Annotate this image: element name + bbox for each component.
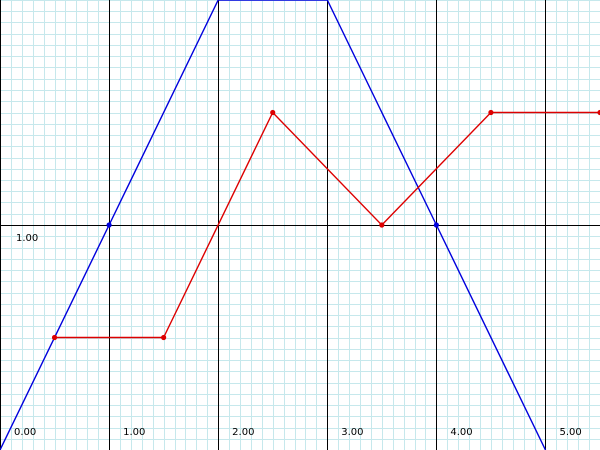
series-2-point <box>270 109 276 116</box>
y-tick-label: 1.00 <box>16 233 38 244</box>
series-2-point <box>161 334 167 341</box>
x-tick-label: 5.00 <box>559 427 581 438</box>
x-tick-label: 3.00 <box>341 427 363 438</box>
x-tick-label: 1.00 <box>123 427 145 438</box>
series-2-point <box>379 222 385 228</box>
series-1-line <box>0 0 547 450</box>
series-2-point <box>51 334 58 341</box>
x-tick-label: 0.00 <box>14 427 36 438</box>
series-2-point <box>597 109 600 116</box>
series-1-point <box>106 222 112 228</box>
series-2-point <box>488 109 494 116</box>
axis-labels: 0.00 1.00 2.00 3.00 4.00 5.00 1.00 <box>14 233 582 438</box>
x-tick-label: 4.00 <box>450 427 472 438</box>
series-2-line <box>54 111 600 339</box>
series-1-point <box>433 222 439 228</box>
x-tick-label: 2.00 <box>232 427 254 438</box>
